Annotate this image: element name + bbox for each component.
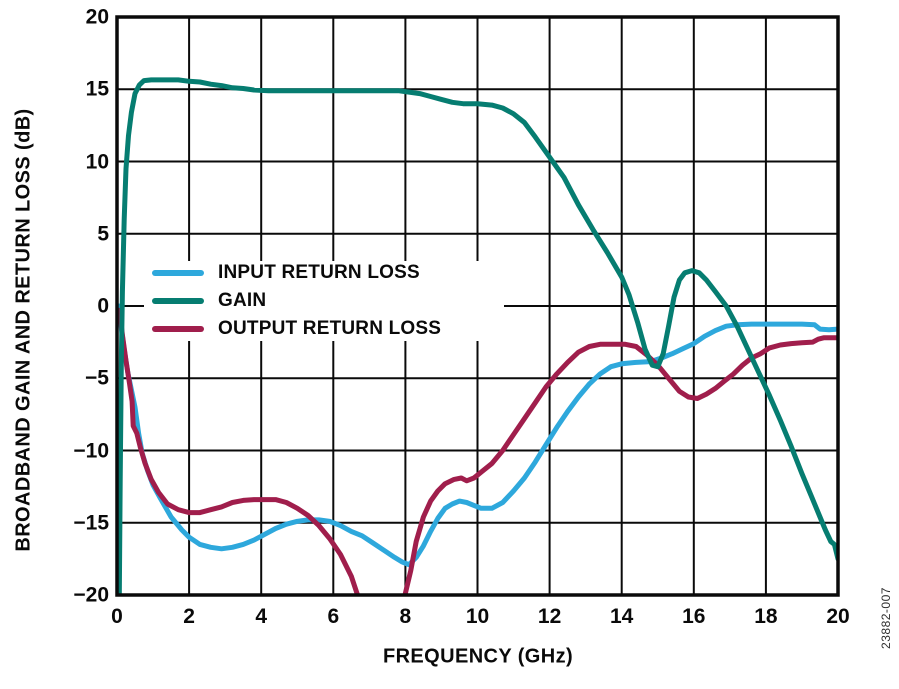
y-tick-label: 10: [85, 150, 109, 173]
x-tick-label: 8: [399, 605, 412, 628]
y-tick-label: 20: [85, 5, 109, 29]
legend: INPUT RETURN LOSS GAIN OUTPUT RETURN LOS…: [144, 261, 504, 341]
y-tick-label: −5: [85, 366, 109, 390]
y-tick-label: −20: [73, 583, 109, 607]
output-return-loss-curve: [117, 307, 838, 595]
x-tick-label: 20: [826, 605, 850, 628]
x-tick-label: 2: [183, 605, 195, 628]
x-tick-label: 18: [754, 605, 778, 628]
legend-label: INPUT RETURN LOSS: [218, 262, 420, 283]
y-axis-title: BROADBAND GAIN AND RETURN LOSS (dB): [12, 108, 35, 552]
legend-item-output-return-loss: OUTPUT RETURN LOSS: [144, 317, 504, 341]
x-tick-label: 16: [682, 605, 706, 628]
input-return-loss-line-swatch: [152, 270, 204, 276]
y-tick-label: −15: [73, 511, 109, 535]
legend-item-input-return-loss: INPUT RETURN LOSS: [144, 261, 504, 285]
y-tick-label: 0: [97, 294, 109, 318]
output-return-loss-line-swatch: [152, 326, 204, 332]
legend-label: GAIN: [218, 290, 267, 311]
y-tick-label: 5: [97, 222, 109, 246]
y-tick-label: 15: [85, 77, 109, 101]
x-tick-label: 0: [111, 605, 123, 628]
gain-line-swatch: [152, 298, 204, 304]
input-return-loss-curve: [117, 303, 838, 568]
x-tick-label: 6: [327, 605, 340, 628]
legend-item-gain: GAIN: [144, 289, 504, 313]
y-tick-label: −10: [73, 439, 109, 462]
legend-label: OUTPUT RETURN LOSS: [218, 318, 442, 339]
x-tick-label: 4: [255, 605, 268, 628]
watermark-code: 23882-007: [879, 587, 893, 649]
x-tick-label: 10: [465, 605, 490, 628]
x-tick-label: 14: [610, 605, 634, 628]
x-tick-label: 12: [537, 605, 562, 628]
plot-border: [115, 15, 840, 597]
gain-curve: [117, 77, 838, 595]
x-axis-title: FREQUENCY (GHz): [382, 645, 574, 668]
